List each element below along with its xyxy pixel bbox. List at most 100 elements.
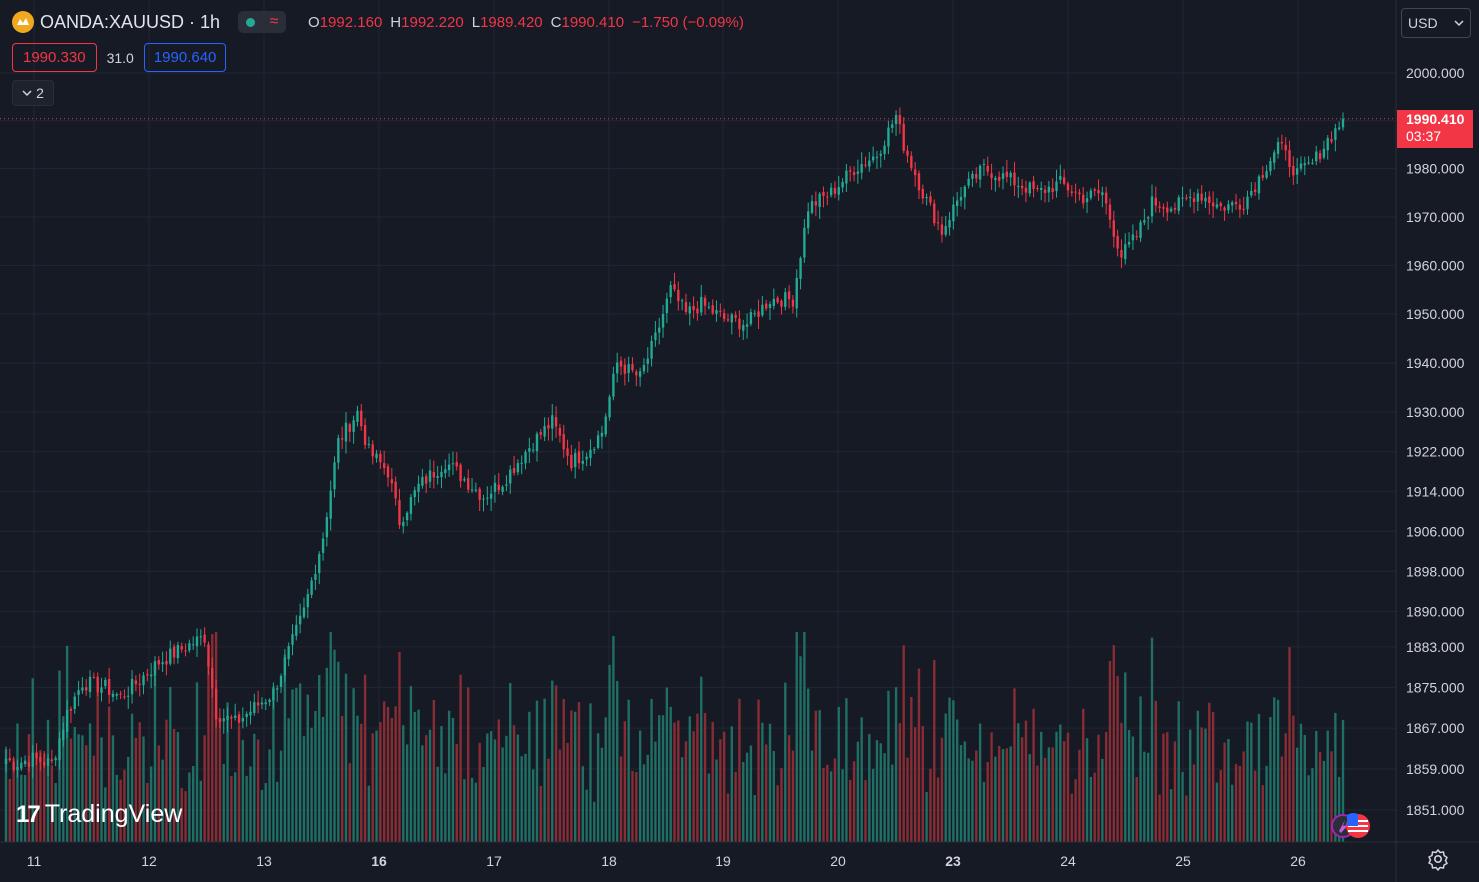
volume-bar	[1169, 789, 1173, 842]
volume-bar	[787, 735, 791, 842]
volume-bar	[856, 741, 860, 842]
candle-body	[528, 448, 531, 452]
candle-body	[1135, 236, 1138, 238]
candle-body	[88, 676, 92, 693]
volume-bar	[77, 734, 80, 842]
chart-grid	[0, 0, 1396, 842]
indicators-collapse-button[interactable]: 2	[12, 80, 54, 106]
volume-bar	[1104, 731, 1108, 842]
candle-body	[944, 226, 947, 235]
candle-body	[952, 204, 955, 222]
candle-body	[921, 188, 924, 199]
candle-body	[264, 702, 267, 705]
candle-body	[757, 311, 760, 317]
sell-button[interactable]: 1990.330	[12, 43, 97, 72]
volume-bar	[371, 733, 374, 842]
volume-bar	[936, 777, 940, 842]
volume-bar	[1330, 751, 1333, 842]
volume-bar	[524, 753, 527, 842]
candle-body	[138, 683, 141, 685]
currency-select[interactable]: USD	[1401, 8, 1471, 38]
candle-body	[627, 364, 630, 374]
tradingview-watermark: 17 TradingView	[16, 800, 182, 829]
candle-body	[1200, 193, 1203, 201]
volume-bar	[356, 715, 359, 842]
volume-bar	[432, 699, 436, 842]
candle-body	[749, 312, 753, 325]
volume-bar	[528, 711, 531, 842]
symbol-title[interactable]: OANDA:XAUUSD · 1h	[40, 11, 221, 32]
candle-body	[1062, 177, 1066, 184]
volume-bar	[199, 780, 203, 842]
candle-body	[1070, 191, 1073, 193]
candle-body	[837, 187, 840, 195]
candle-body	[100, 687, 103, 693]
volume-bar	[757, 699, 760, 842]
settings-gear-icon[interactable]	[1426, 847, 1450, 871]
volume-bar	[875, 740, 879, 842]
volume-bar	[394, 706, 397, 842]
candle-body	[1311, 162, 1314, 164]
volume-bar	[864, 780, 867, 842]
volume-bar	[841, 769, 844, 842]
volume-bar	[673, 722, 676, 842]
candle-body	[722, 313, 726, 319]
volume-bar	[868, 734, 871, 842]
time-tick-label: 20	[830, 853, 846, 869]
candle-body	[562, 434, 565, 450]
candle-body	[1269, 161, 1272, 172]
us-flag-icon[interactable]	[1330, 812, 1374, 840]
buy-button[interactable]: 1990.640	[143, 43, 227, 72]
candle-body	[558, 427, 562, 436]
oanda-logo-icon	[12, 11, 34, 33]
volume-bar	[1299, 723, 1303, 842]
candle-body	[566, 448, 569, 456]
volume-bar	[707, 773, 711, 842]
volume-bar	[1070, 793, 1073, 842]
candle-body	[577, 451, 581, 464]
volume-bar	[959, 745, 963, 842]
volume-bar	[1215, 782, 1219, 842]
candle-body	[871, 156, 875, 161]
volume-bar	[600, 747, 604, 842]
candle-body	[130, 678, 134, 695]
volume-bar	[658, 715, 661, 842]
volume-bar	[172, 728, 176, 842]
candle-body	[661, 314, 665, 328]
candle-body	[810, 201, 814, 213]
candle-body	[1250, 190, 1253, 196]
volume-bar	[46, 719, 50, 842]
volume-bar	[711, 721, 714, 842]
candlesticks	[4, 107, 1345, 779]
volume-bar	[467, 687, 470, 842]
candle-body	[982, 164, 986, 166]
candle-body	[161, 662, 164, 665]
volume-bar	[948, 697, 951, 842]
status-toggles[interactable]: ≈	[238, 11, 287, 33]
quote-row: 1990.330 31.0 1990.640	[12, 43, 227, 72]
volume-bar	[65, 645, 69, 842]
volume-bar	[169, 686, 172, 842]
candle-body	[1104, 192, 1108, 204]
volume-bar	[451, 717, 455, 842]
candle-body	[1001, 173, 1005, 179]
volume-bar	[134, 737, 138, 842]
candle-body	[856, 171, 860, 174]
candle-body	[826, 196, 829, 198]
candle-body	[195, 636, 199, 647]
volume-bar	[967, 758, 970, 842]
volume-bar	[363, 674, 367, 842]
candle-body	[245, 713, 248, 718]
volume-bar	[482, 767, 485, 842]
market-dot-icon[interactable]	[238, 11, 262, 33]
volume-bar	[1311, 768, 1314, 842]
volume-bar	[390, 717, 394, 842]
candle-body	[1315, 151, 1318, 162]
candle-body	[646, 358, 649, 364]
candle-body	[1288, 150, 1291, 168]
volume-bar	[253, 733, 256, 842]
wave-icon[interactable]: ≈	[269, 13, 279, 30]
volume-bar	[551, 680, 554, 842]
candle-body	[1158, 206, 1161, 208]
